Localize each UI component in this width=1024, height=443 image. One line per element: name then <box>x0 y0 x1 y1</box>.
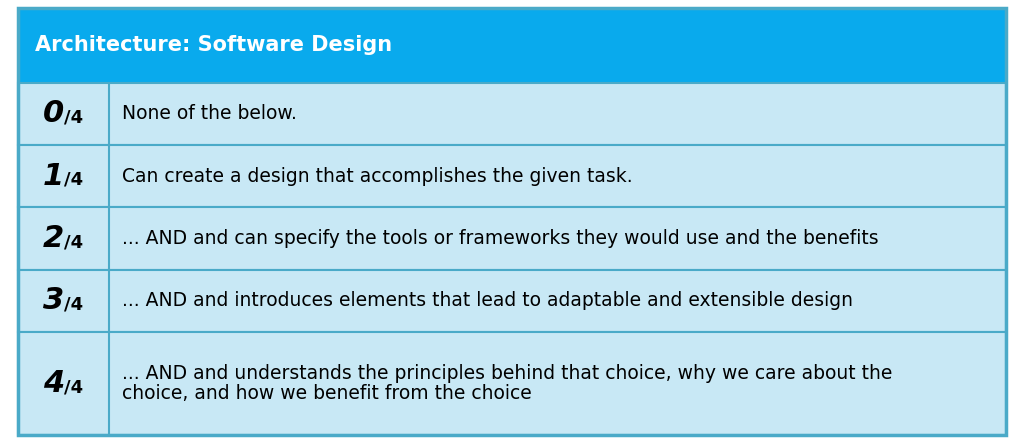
Bar <box>18 145 1006 207</box>
Bar <box>18 270 1006 332</box>
Text: 3: 3 <box>43 287 63 315</box>
Text: /4: /4 <box>63 171 83 189</box>
Text: ... AND and can specify the tools or frameworks they would use and the benefits: ... AND and can specify the tools or fra… <box>122 229 879 248</box>
Text: ... AND and understands the principles behind that choice, why we care about the: ... AND and understands the principles b… <box>122 364 892 383</box>
Text: 0: 0 <box>43 99 63 128</box>
Bar <box>18 83 1006 145</box>
Text: Can create a design that accomplishes the given task.: Can create a design that accomplishes th… <box>122 167 632 186</box>
Bar <box>18 8 1006 83</box>
Text: 1: 1 <box>43 162 63 191</box>
Text: /4: /4 <box>63 109 83 126</box>
Text: /4: /4 <box>63 378 83 396</box>
Text: /4: /4 <box>63 233 83 251</box>
Bar <box>18 332 1006 435</box>
Bar <box>18 207 1006 270</box>
Text: 4: 4 <box>43 369 63 398</box>
Text: choice, and how we benefit from the choice: choice, and how we benefit from the choi… <box>122 384 531 403</box>
Text: /4: /4 <box>63 295 83 314</box>
Text: None of the below.: None of the below. <box>122 105 296 124</box>
Text: Architecture: Software Design: Architecture: Software Design <box>35 35 392 55</box>
Text: ... AND and introduces elements that lead to adaptable and extensible design: ... AND and introduces elements that lea… <box>122 291 853 311</box>
Text: 2: 2 <box>43 224 63 253</box>
